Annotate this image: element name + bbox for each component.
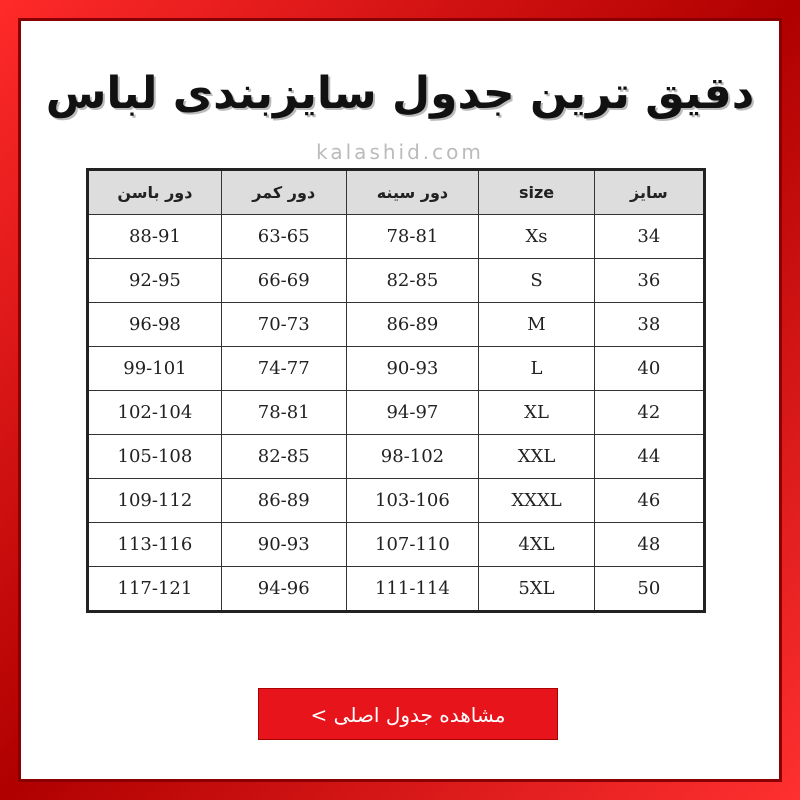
table-cell: 5XL <box>478 566 595 612</box>
table-cell: 90-93 <box>220 522 347 567</box>
table-cell: 74-77 <box>220 346 347 391</box>
table-cell: 66-69 <box>220 258 347 303</box>
header-row: سایز size دور سینه دور کمر دور باسن <box>87 169 706 215</box>
table-cell: 36 <box>593 258 706 303</box>
table-cell: 86-89 <box>220 478 347 523</box>
watermark: kalashid.com <box>316 140 484 164</box>
table-cell: 50 <box>593 566 706 612</box>
table-cell: Xs <box>478 214 595 259</box>
table-cell: 113-116 <box>87 522 222 567</box>
table-cell: 109-112 <box>87 478 222 523</box>
table-row: 38 M 86-89 70-73 96-98 <box>87 302 706 347</box>
column-header: سایز <box>593 169 706 215</box>
table-row: 34 Xs 78-81 63-65 88-91 <box>87 214 706 259</box>
table-cell: 86-89 <box>345 302 480 347</box>
table-body: 34 Xs 78-81 63-65 88-91 36 S 82-85 66-69 92-95 38 M… <box>87 214 706 612</box>
view-table-button[interactable]: مشاهده جدول اصلی > <box>258 688 558 740</box>
column-header: دور کمر <box>220 169 347 215</box>
table-cell: M <box>478 302 595 347</box>
size-table: سایز size دور سینه دور کمر دور باسن 34 Xs 78-81… <box>86 168 706 613</box>
table-row: 46 XXXL 103-106 86-89 109-112 <box>87 478 706 523</box>
table-cell: 42 <box>593 390 706 435</box>
table-cell: 103-106 <box>345 478 480 523</box>
table-cell: 107-110 <box>345 522 480 567</box>
table-cell: 94-97 <box>345 390 480 435</box>
table-cell: 4XL <box>478 522 595 567</box>
title: دقیق ترین جدول سایزبندی لباس <box>45 68 755 119</box>
table-cell: 94-96 <box>220 566 347 612</box>
table-cell: 88-91 <box>87 214 222 259</box>
table-cell: 117-121 <box>87 566 222 612</box>
table-cell: 96-98 <box>87 302 222 347</box>
table-cell: 102-104 <box>87 390 222 435</box>
table-cell: 82-85 <box>220 434 347 479</box>
column-header: size <box>478 169 595 215</box>
table-row: 42 XL 94-97 78-81 102-104 <box>87 390 706 435</box>
table-row: 48 4XL 107-110 90-93 113-116 <box>87 522 706 567</box>
table-cell: S <box>478 258 595 303</box>
column-header: دور سینه <box>345 169 480 215</box>
table-cell: 78-81 <box>220 390 347 435</box>
table-cell: 99-101 <box>87 346 222 391</box>
table-cell: 34 <box>593 214 706 259</box>
table-cell: XL <box>478 390 595 435</box>
table-cell: 105-108 <box>87 434 222 479</box>
table-row: 50 5XL 111-114 94-96 117-121 <box>87 566 706 612</box>
table-row: 44 XXL 98-102 82-85 105-108 <box>87 434 706 479</box>
column-header: دور باسن <box>87 169 222 215</box>
table-row: 40 L 90-93 74-77 99-101 <box>87 346 706 391</box>
table-cell: XXL <box>478 434 595 479</box>
table-cell: 44 <box>593 434 706 479</box>
table-cell: 78-81 <box>345 214 480 259</box>
table-cell: 40 <box>593 346 706 391</box>
table-cell: 82-85 <box>345 258 480 303</box>
table-cell: 92-95 <box>87 258 222 303</box>
table-cell: 46 <box>593 478 706 523</box>
table-cell: XXXL <box>478 478 595 523</box>
table-cell: 98-102 <box>345 434 480 479</box>
table-cell: 70-73 <box>220 302 347 347</box>
table-cell: 111-114 <box>345 566 480 612</box>
table-cell: 90-93 <box>345 346 480 391</box>
table-row: 36 S 82-85 66-69 92-95 <box>87 258 706 303</box>
table-cell: 63-65 <box>220 214 347 259</box>
table-cell: 38 <box>593 302 706 347</box>
table-cell: L <box>478 346 595 391</box>
table-cell: 48 <box>593 522 706 567</box>
